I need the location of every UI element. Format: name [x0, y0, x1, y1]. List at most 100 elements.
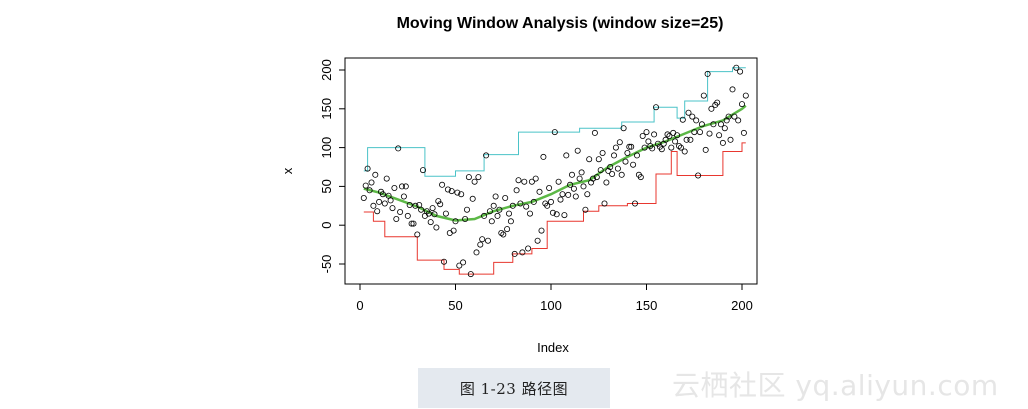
data-point: [576, 175, 583, 182]
data-point: [723, 117, 730, 124]
data-point: [674, 132, 681, 139]
y-tick-label: 150: [319, 98, 334, 120]
data-point: [374, 208, 381, 215]
data-point: [710, 121, 717, 128]
data-point: [504, 226, 511, 233]
data-point: [622, 158, 629, 165]
data-point: [494, 212, 501, 219]
data-point: [714, 99, 721, 106]
data-point: [719, 139, 726, 146]
data-point: [467, 271, 474, 278]
data-point: [532, 175, 539, 182]
data-point: [662, 136, 669, 143]
data-point: [414, 231, 421, 238]
data-point: [611, 152, 618, 159]
x-tick-label: 150: [636, 298, 658, 313]
data-point: [395, 145, 402, 152]
data-point: [519, 249, 526, 256]
plot-frame: [344, 57, 758, 285]
x-tick-label: 100: [540, 298, 562, 313]
data-point: [379, 191, 386, 198]
data-point: [500, 231, 507, 238]
data-point: [435, 198, 442, 205]
data-point: [360, 194, 367, 201]
y-tick-label: -50: [319, 255, 334, 274]
data-point: [590, 175, 597, 182]
data-point: [376, 198, 383, 205]
data-point: [695, 172, 702, 179]
data-point: [687, 136, 694, 143]
data-point: [702, 146, 709, 153]
data-point: [599, 149, 606, 156]
data-point: [700, 92, 707, 99]
data-point: [666, 132, 673, 139]
data-point: [448, 188, 455, 195]
data-point: [718, 121, 725, 128]
data-point: [410, 220, 417, 227]
data-point: [584, 191, 591, 198]
data-point: [620, 125, 627, 132]
data-point: [484, 237, 491, 244]
points-group: [360, 64, 749, 278]
data-point: [475, 174, 482, 181]
x-axis: 0 50 100 150 200: [356, 283, 753, 313]
data-point: [708, 105, 715, 112]
data-point: [534, 237, 541, 244]
upper-bound-line: [363, 67, 746, 177]
data-point: [572, 193, 579, 200]
data-point: [567, 181, 574, 188]
data-point: [609, 170, 616, 177]
data-point: [431, 211, 438, 218]
data-point: [570, 185, 577, 192]
data-point: [505, 210, 512, 217]
data-point: [630, 161, 637, 168]
data-point: [372, 171, 379, 178]
data-point: [582, 206, 589, 213]
data-point: [398, 183, 405, 190]
data-point: [483, 152, 490, 159]
data-point: [716, 132, 723, 139]
data-point: [433, 224, 440, 231]
data-point: [616, 139, 623, 146]
data-point: [444, 186, 451, 193]
data-point: [481, 212, 488, 219]
y-tick-label: 100: [319, 137, 334, 159]
data-point: [486, 208, 493, 215]
data-point: [553, 211, 560, 218]
data-point: [517, 200, 524, 207]
data-point: [362, 182, 369, 189]
data-point: [442, 210, 449, 217]
y-tick-label: 50: [319, 179, 334, 193]
y-tick-label: 0: [319, 222, 334, 229]
data-point: [393, 215, 400, 222]
x-tick-label: 200: [731, 298, 753, 313]
data-point: [400, 193, 407, 200]
data-point: [727, 136, 734, 143]
data-point: [523, 203, 530, 210]
data-point: [643, 129, 650, 136]
data-point: [641, 144, 648, 151]
data-point: [733, 64, 740, 71]
data-point: [496, 206, 503, 213]
data-point: [721, 125, 728, 132]
data-point: [383, 175, 390, 182]
data-point: [681, 148, 688, 155]
data-point: [593, 174, 600, 181]
data-point: [670, 129, 677, 136]
data-point: [366, 187, 373, 194]
data-point: [698, 121, 705, 128]
data-point: [544, 202, 551, 209]
data-point: [676, 142, 683, 149]
data-point: [527, 210, 534, 217]
data-point: [509, 202, 516, 209]
data-point: [725, 113, 732, 120]
data-point: [729, 86, 736, 93]
data-point: [412, 202, 419, 209]
data-point: [450, 227, 457, 234]
data-point: [406, 201, 413, 208]
data-point: [731, 113, 738, 120]
data-point: [530, 198, 537, 205]
data-point: [735, 117, 742, 124]
data-point: [511, 250, 518, 257]
data-point: [565, 191, 572, 198]
